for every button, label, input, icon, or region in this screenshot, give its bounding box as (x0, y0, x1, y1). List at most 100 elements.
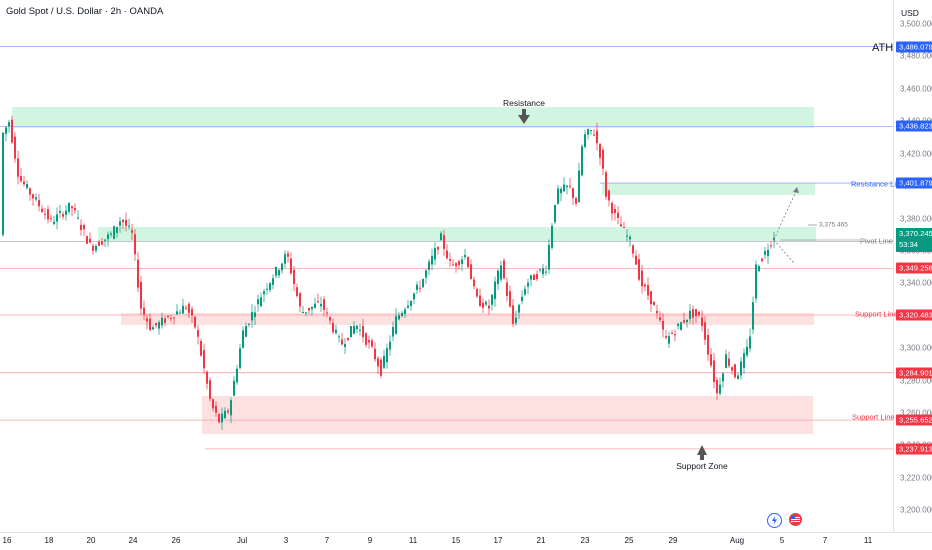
candle-body (707, 334, 709, 355)
candle-body (287, 253, 289, 257)
candle-body (314, 303, 316, 308)
time-tick-label: 5 (779, 536, 785, 545)
candle-body (32, 194, 34, 199)
candle-body (257, 299, 259, 305)
price-tick-label: 3,460.000 (900, 84, 932, 94)
candle-body (356, 325, 358, 330)
price-tick-label: 3,260.000 (900, 408, 932, 418)
price-tick-label: 3,340.000 (900, 278, 932, 288)
candle-body (47, 209, 49, 220)
candle-body (395, 316, 397, 334)
candle-body (497, 270, 499, 285)
candle-body (761, 258, 763, 262)
candle-body (578, 170, 580, 203)
price-level-badge: 3,349.258 (896, 262, 932, 274)
candle-body (128, 225, 130, 227)
price-tick-label: 3,500.000 (900, 19, 932, 29)
candle-body (716, 379, 718, 394)
candle-body (44, 213, 46, 215)
candle-body (674, 334, 676, 336)
candle-body (596, 130, 598, 144)
candle-body (407, 305, 409, 308)
candle-body (326, 312, 328, 314)
candle-body (653, 302, 655, 306)
candle-body (560, 188, 562, 194)
candle-body (536, 274, 538, 280)
candle-body (53, 221, 55, 225)
candle-body (539, 269, 541, 271)
lightning-icon[interactable] (767, 513, 782, 528)
candle-body (629, 236, 631, 240)
candle-body (458, 261, 460, 266)
candle-body (485, 301, 487, 305)
candle-body (476, 288, 478, 297)
time-tick-label: Jul (236, 536, 248, 545)
candle-body (140, 281, 142, 309)
time-tick-label: 16 (2, 536, 12, 545)
candle-body (371, 340, 373, 347)
currency-label[interactable]: USD (901, 8, 919, 18)
candle-body (155, 322, 157, 326)
candle-body (704, 322, 706, 340)
projection-down-path (773, 239, 796, 265)
candle-body (608, 190, 610, 201)
candle-body (170, 317, 172, 319)
candle-body (464, 254, 466, 258)
candle-body (167, 315, 169, 318)
candle-body (650, 291, 652, 305)
price-tick-label: 3,220.000 (900, 473, 932, 483)
time-tick-label: 7 (822, 536, 828, 545)
candle-body (419, 287, 421, 289)
candle-body (404, 309, 406, 314)
candle-body (239, 348, 241, 368)
candle-body (746, 346, 748, 356)
candle-body (293, 269, 295, 285)
candle-body (137, 259, 139, 288)
candle-body (302, 312, 304, 314)
candle-body (740, 361, 742, 376)
pivot-zone (98, 227, 816, 241)
candle-body (290, 258, 292, 274)
time-tick-label: 29 (668, 536, 678, 545)
candle-body (2, 132, 4, 235)
candle-body (215, 405, 217, 413)
candle-body (74, 208, 76, 211)
candle-body (503, 260, 505, 279)
candle-body (527, 282, 529, 287)
candle-body (338, 336, 340, 338)
candle-body (275, 266, 277, 276)
candle-body (470, 264, 472, 280)
us-flag-calendar-icon[interactable] (789, 513, 802, 526)
ath-label: ATH (872, 42, 894, 54)
time-tick-label: 23 (580, 536, 590, 545)
candle-body (755, 264, 757, 299)
candle-body (695, 309, 697, 317)
support-zone-arrow-shaft (700, 454, 704, 460)
price-tick-label: 3,420.000 (900, 149, 932, 159)
candle-body (329, 316, 331, 321)
resistance-zone (12, 107, 814, 128)
price-axis-separator (893, 0, 894, 532)
candle-body (323, 299, 325, 310)
candle-body (383, 355, 385, 368)
candle-body (731, 367, 733, 371)
candle-body (686, 319, 688, 323)
candle-body (587, 129, 589, 135)
resistance-arrow-shaft (522, 109, 526, 116)
candle-body (605, 172, 607, 197)
candle-body (131, 230, 133, 233)
candle-body (416, 284, 418, 291)
candle-body (359, 329, 361, 331)
candle-body (533, 274, 535, 281)
candle-body (542, 268, 544, 275)
candle-body (266, 288, 268, 290)
candle-body (158, 322, 160, 329)
symbol-title[interactable]: Gold Spot / U.S. Dollar · 2h · OANDA (6, 6, 164, 17)
candle-body (680, 322, 682, 330)
time-tick-label: 21 (536, 536, 546, 545)
resistance-arrow-icon (518, 115, 530, 124)
candle-body (743, 353, 745, 368)
candle-body (770, 245, 772, 247)
